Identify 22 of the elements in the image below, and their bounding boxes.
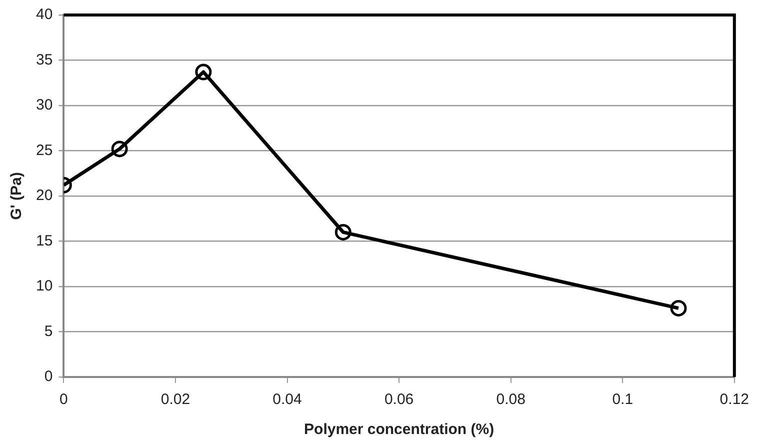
point xyxy=(195,64,212,80)
y-tick-label: 20 xyxy=(36,187,53,204)
point xyxy=(334,224,352,240)
y-axis-title: G' (Pa) xyxy=(8,172,26,220)
y-tick-label: 5 xyxy=(44,322,53,340)
x-tick-label: 0.08 xyxy=(496,391,526,408)
x-tick-label: 0.1 xyxy=(612,391,634,408)
y-tick-label: 30 xyxy=(36,96,53,114)
y-tick-label: 25 xyxy=(36,142,53,159)
y-tick-label: 40 xyxy=(36,6,53,24)
y-tick-label: 35 xyxy=(36,51,53,68)
y-tick-label: 15 xyxy=(36,232,53,250)
x-tick-label: 0.04 xyxy=(272,391,302,408)
x-tick-label: 0.06 xyxy=(384,391,414,408)
x-tick-label: 0.02 xyxy=(160,391,190,408)
x-tick-label: 0 xyxy=(60,391,68,408)
x-axis-title: Polymer concentration (%) xyxy=(304,421,494,438)
point xyxy=(111,140,128,158)
y-tick-label: 0 xyxy=(44,368,53,386)
y-tick-label: 10 xyxy=(36,278,53,295)
point xyxy=(670,300,687,316)
x-tick-label: 0.12 xyxy=(720,391,750,408)
